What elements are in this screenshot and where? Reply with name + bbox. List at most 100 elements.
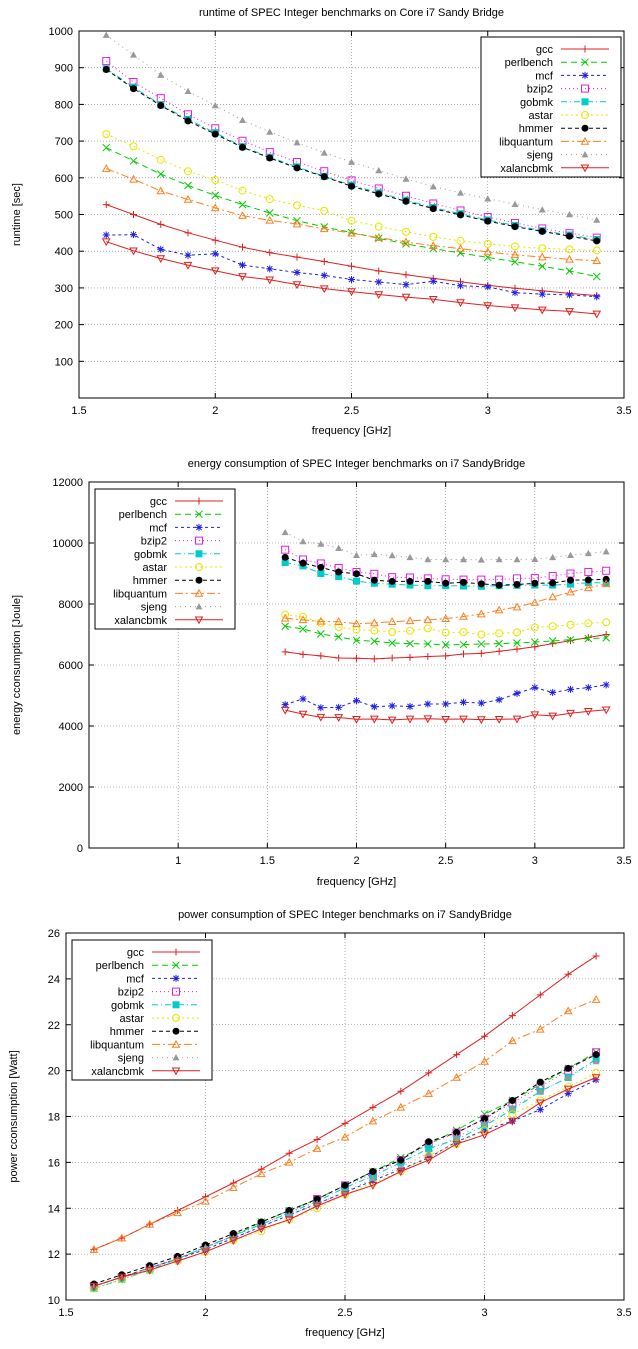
data-point-astar [584,619,593,628]
data-point-hmmer [313,1195,321,1203]
data-point-libquantum [476,609,486,618]
data-point-gcc [157,220,165,228]
series-line-bzip2 [284,549,607,581]
data-point-libquantum [530,597,540,606]
data-point-gcc [293,253,301,261]
data-point-xalancbmk [201,1248,210,1257]
y-axis-label: runtime [sec] [11,183,23,246]
series-libquantum [101,164,602,265]
data-point-xalancbmk [510,304,520,313]
legend-marker [581,124,589,132]
series-sjeng [281,528,610,563]
legend-label: gcc [150,496,168,508]
data-point-sjeng [549,553,557,561]
data-point-hmmer [281,553,289,561]
x-tick-label: 1.5 [58,1307,73,1319]
data-point-perlbench [316,630,325,638]
data-point-astar [370,626,379,635]
data-point-sjeng [602,548,610,555]
data-point-sjeng [281,528,289,536]
data-point-libquantum [601,579,611,588]
chart-2: 1 1.5 2 2.5 3 3.5 0 2000 4000 6000 8000 10000 12000 e… [11,458,632,888]
data-point-xalancbmk [173,1257,182,1266]
data-point-libquantum [334,617,344,625]
x-tick-label: 1.5 [260,855,275,867]
x-tick-label: 3.5 [616,405,631,417]
data-point-gcc [592,952,600,960]
data-point-sjeng [239,116,246,123]
series-perlbench [90,1048,600,1291]
chart-1: 1.5 2 2.5 3 3.5 100 200 300 400 500 600 700 800 900 10… [11,7,632,437]
data-point-xalancbmk [591,1074,601,1083]
x-axis-label: frequency [GHz] [312,425,391,437]
data-point-sjeng [184,87,192,94]
y-tick-label: 500 [55,210,73,222]
data-point-astar [184,167,192,176]
data-point-libquantum [347,228,356,237]
data-point-mcf [566,291,573,299]
data-point-mcf [567,685,574,693]
data-point-mcf [549,688,557,696]
y-tick-label: 24 [48,974,60,986]
data-point-mcf [481,1126,488,1134]
data-point-astar [477,630,486,639]
data-point-gcc [285,1149,293,1157]
data-point-sjeng [481,1119,488,1127]
x-tick-label: 2.5 [337,1307,352,1319]
data-point-astar [495,629,504,638]
data-point-astar [565,245,574,254]
data-point-mcf [102,231,110,239]
data-point-sjeng [593,216,601,223]
data-point-hmmer [130,85,137,93]
y-tick-label: 0 [77,843,83,855]
data-point-gcc [442,652,450,660]
data-point-gcc [102,201,110,209]
x-tick-label: 1.5 [71,405,86,417]
data-point-gcc [281,648,289,656]
x-tick-label: 2 [353,855,359,867]
data-point-perlbench [459,640,468,649]
data-point-sjeng [511,200,519,208]
data-point-gobmk [424,582,432,590]
data-point-libquantum [592,256,602,265]
data-point-hmmer [584,576,592,584]
data-point-xalancbmk [480,1131,489,1140]
data-point-gcc [353,654,360,662]
data-point-astar [592,246,601,255]
data-point-perlbench [602,634,611,642]
data-point-perlbench [584,634,593,643]
data-point-libquantum [441,614,451,622]
y-tick-label: 22 [48,1020,60,1032]
legend-label: gcc [536,44,554,56]
x-tick-label: 2 [202,1307,208,1319]
data-point-hmmer [285,1207,293,1215]
data-point-xalancbmk [423,715,433,724]
data-point-xalancbmk [537,306,547,315]
data-point-bzip2 [548,571,557,580]
data-point-astar [566,620,575,629]
data-point-libquantum [423,615,433,624]
legend-label: hmmer [519,123,554,135]
data-point-perlbench [211,191,220,200]
data-point-sjeng [130,51,137,58]
series-line-hmmer [93,1054,597,1285]
data-point-xalancbmk [312,1202,322,1211]
data-point-astar [511,242,519,251]
data-point-xalancbmk [424,1156,434,1165]
data-point-mcf [511,289,519,297]
data-point-gcc [257,1165,265,1173]
data-point-hmmer [335,568,343,576]
grid [66,933,624,1300]
legend-marker [195,563,203,571]
data-point-gcc [317,652,325,660]
data-point-xalancbmk [441,715,451,724]
x-tick-label: 3.5 [616,855,631,867]
data-point-libquantum [424,1089,434,1097]
data-point-libquantum [265,215,275,224]
y-tick-label: 100 [55,356,73,368]
data-point-sjeng [495,555,503,563]
chart-3: 1.5 2 2.5 3 3.5 10 12 14 16 18 20 22 24 26 power consu… [8,909,632,1339]
data-point-astar [480,1126,489,1135]
y-tick-label: 2000 [59,782,83,794]
